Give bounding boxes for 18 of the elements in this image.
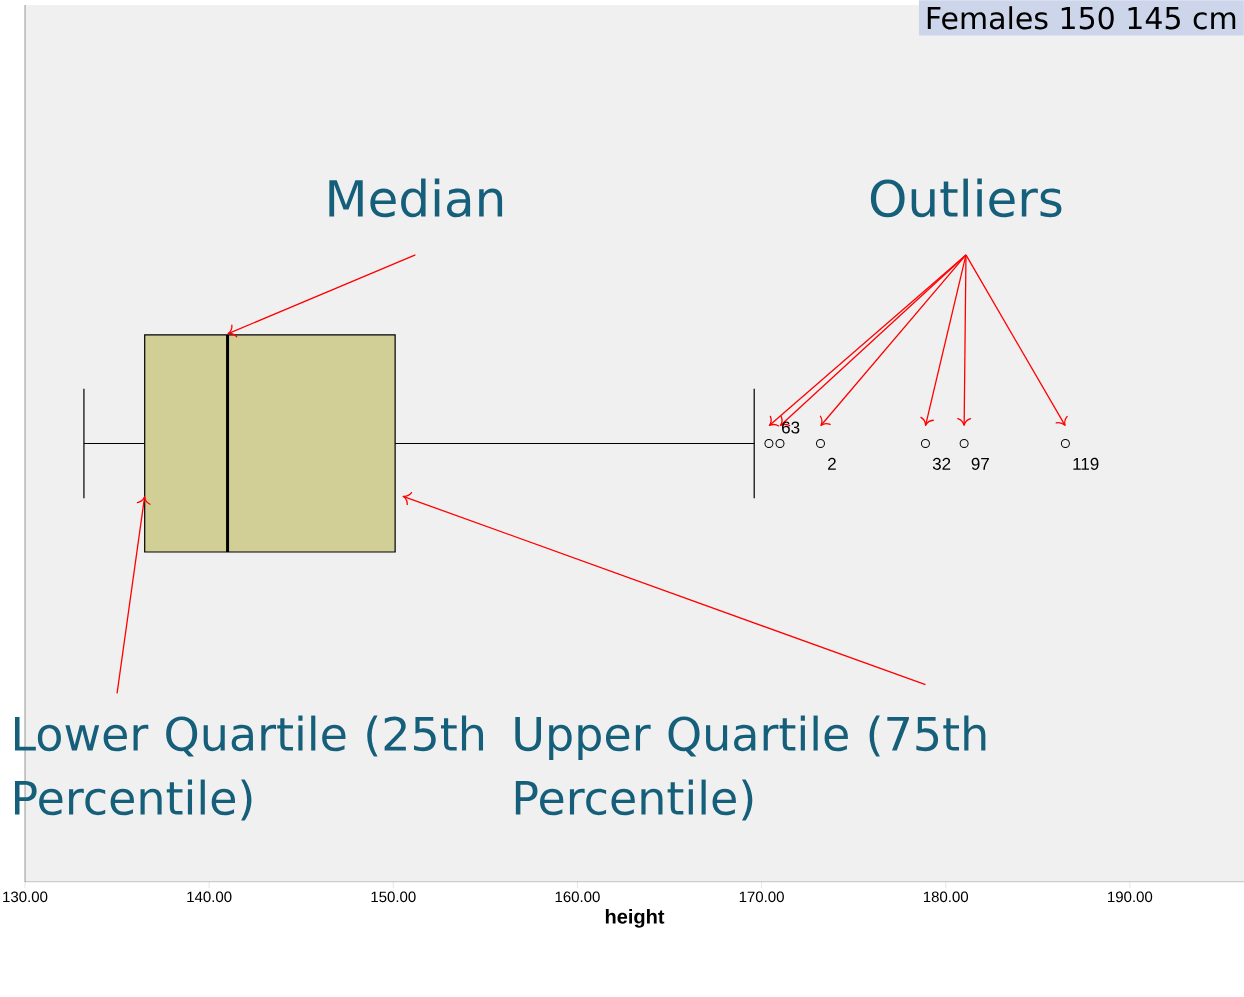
annotation: Females 150 145 cm: [927, 6, 1236, 30]
annotation: 2: [828, 457, 836, 470]
x-tick-label: 130.00: [3, 891, 48, 903]
annotation: 119: [1073, 457, 1099, 470]
annotation: 32: [932, 457, 951, 470]
annotation: Upper Quartile (75th Percentile): [515, 715, 986, 821]
x-tick-label: 190.00: [1108, 891, 1153, 903]
annotation: Lower Quartile (25th Percentile): [14, 715, 484, 821]
annotation: Outliers: [870, 178, 1062, 218]
x-tick-label: 160.00: [555, 891, 600, 903]
x-tick-label: 150.00: [371, 891, 416, 903]
x-tick-label: 140.00: [187, 891, 232, 903]
x-tick-label: 180.00: [923, 891, 969, 903]
x-axis-title: height: [605, 909, 665, 928]
annotation: 63: [782, 421, 800, 434]
annotation: Median: [329, 178, 503, 218]
annotation: 97: [971, 457, 989, 470]
x-tick-label: 170.00: [739, 891, 784, 903]
